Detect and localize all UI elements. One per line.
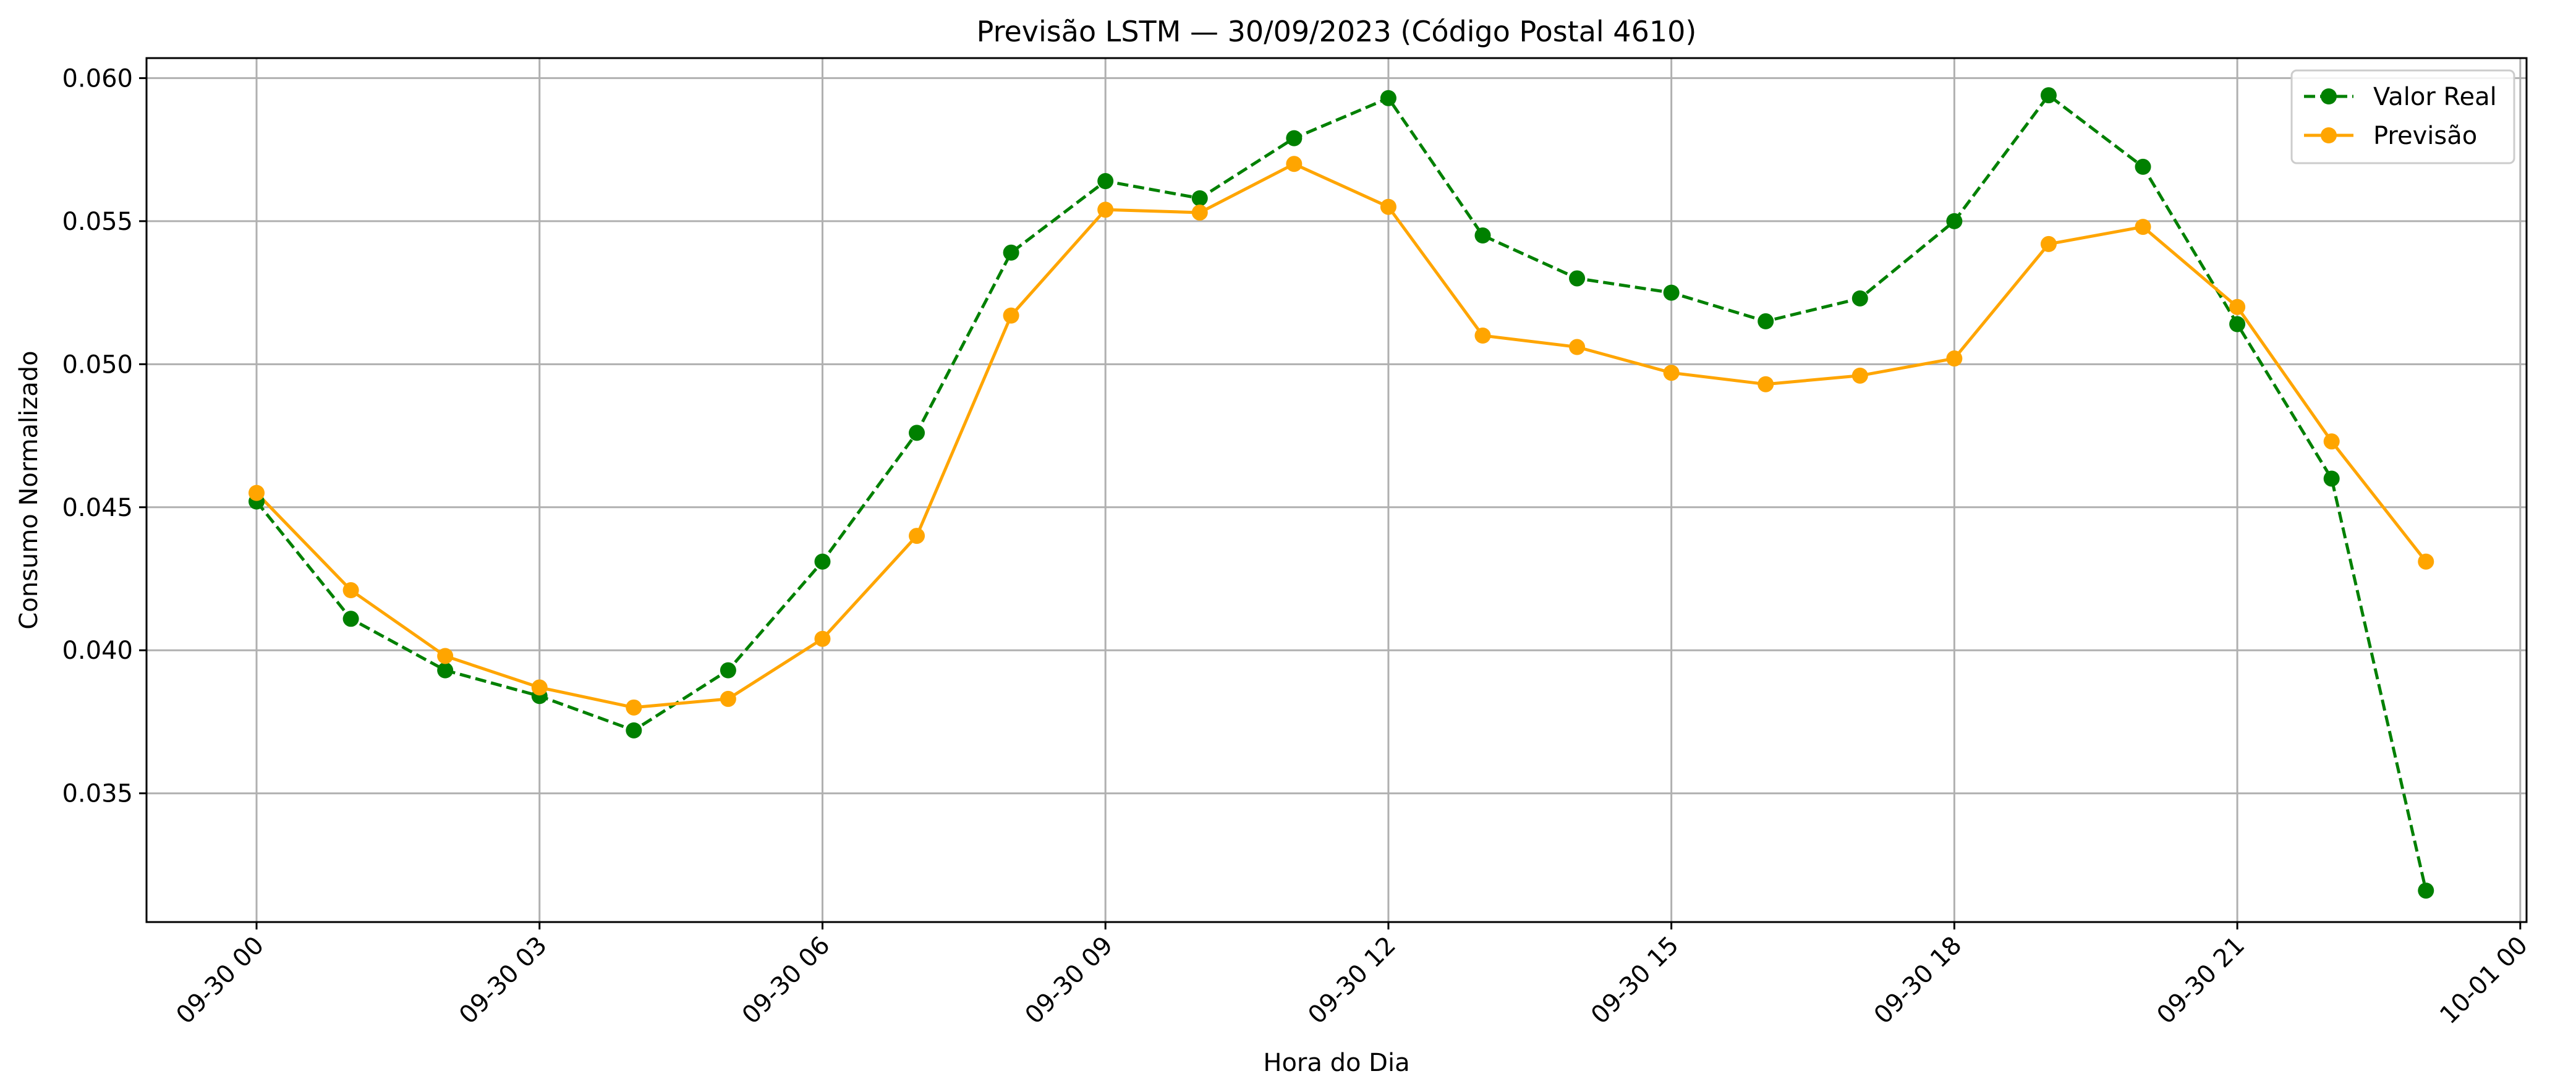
data-point	[1851, 290, 1868, 307]
data-point	[2135, 158, 2151, 175]
data-point	[909, 425, 925, 441]
data-point	[2323, 433, 2340, 450]
data-point	[720, 690, 736, 707]
data-point	[1380, 90, 1396, 106]
legend-label: Valor Real	[2373, 83, 2497, 111]
series-line	[255, 162, 2428, 709]
data-point	[626, 699, 642, 716]
y-axis-label: Consumo Normalizado	[15, 350, 43, 629]
data-point	[1851, 367, 1868, 384]
plot-area-frame	[145, 57, 2528, 923]
data-point	[626, 722, 642, 739]
data-point	[1286, 156, 1303, 172]
data-point	[1758, 376, 1774, 392]
data-point	[437, 662, 454, 679]
series-layer	[249, 87, 2434, 899]
y-tick-label: 0.045	[62, 494, 133, 522]
data-point	[1569, 270, 1586, 287]
legend-label: Previsão	[2373, 122, 2477, 150]
data-point	[2229, 316, 2246, 332]
data-point	[2229, 298, 2246, 315]
data-point	[1569, 339, 1586, 355]
legend-marker	[2321, 88, 2337, 104]
data-point	[1946, 213, 1963, 229]
data-point	[1380, 198, 1396, 215]
data-point	[814, 553, 831, 570]
data-point	[2323, 470, 2340, 487]
data-point	[1191, 204, 1208, 221]
data-point	[1946, 350, 1963, 367]
data-point	[437, 648, 454, 664]
data-point	[1758, 313, 1774, 329]
legend-marker	[2321, 127, 2337, 143]
data-point	[1097, 173, 1114, 190]
data-point	[249, 485, 265, 501]
y-axis: 0.035 0.040 0.045 0.050 0.055 0.060	[62, 64, 147, 808]
data-point	[2418, 553, 2434, 570]
data-point	[531, 679, 548, 696]
data-point	[1191, 190, 1208, 206]
data-point	[1474, 328, 1491, 344]
data-point	[814, 630, 831, 647]
x-axis-label: Hora do Dia	[1263, 1049, 1409, 1077]
legend: Valor Real Previsão	[2290, 69, 2515, 164]
data-point	[1286, 130, 1303, 146]
data-point	[2135, 219, 2151, 235]
data-point	[1474, 227, 1491, 244]
y-tick-label: 0.050	[62, 350, 133, 379]
legend-box	[2290, 69, 2515, 164]
y-tick-label: 0.040	[62, 637, 133, 665]
data-point	[720, 662, 736, 679]
data-point	[1663, 284, 1680, 301]
data-point	[1003, 307, 1019, 324]
data-point	[1003, 244, 1019, 261]
series-line	[255, 93, 2428, 891]
y-tick-label: 0.035	[62, 780, 133, 808]
y-tick-label: 0.055	[62, 208, 133, 236]
chart-title: Previsão LSTM — 30/09/2023 (Código Posta…	[977, 15, 1697, 48]
data-point	[2040, 87, 2057, 104]
y-tick-label: 0.060	[62, 64, 133, 93]
data-point	[342, 582, 359, 599]
grid-lines	[147, 58, 2527, 922]
data-point	[1663, 365, 1680, 381]
data-point	[909, 528, 925, 544]
data-point	[2040, 235, 2057, 252]
data-point	[342, 611, 359, 627]
data-point	[2418, 882, 2434, 899]
data-point	[1097, 201, 1114, 218]
